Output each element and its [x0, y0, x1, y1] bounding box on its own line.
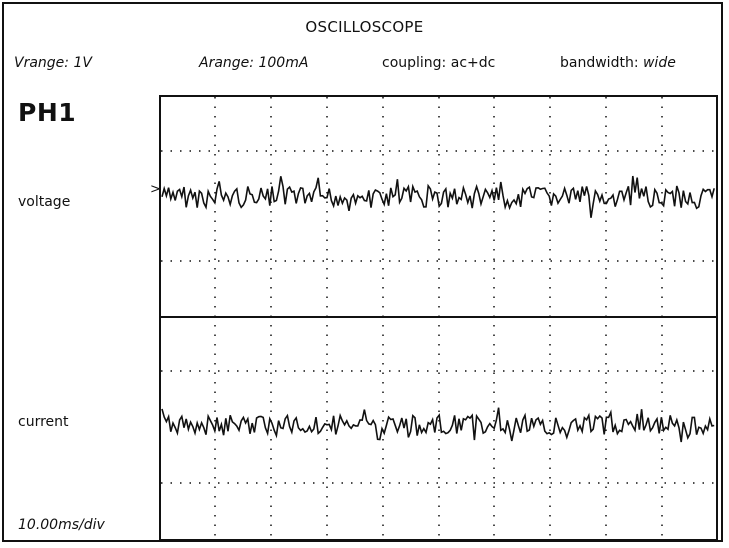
- voltage-zero-marker: >: [150, 182, 161, 197]
- voltage-waveform: [161, 175, 715, 218]
- voltage-trace-label: voltage: [18, 194, 71, 210]
- vrange-status[interactable]: Vrange: 1V: [14, 55, 92, 71]
- bandwidth-value: wide: [642, 55, 676, 71]
- timebase-value: 10.00ms/div: [18, 517, 105, 533]
- oscilloscope-frame: [2, 2, 723, 542]
- scope-display: [159, 95, 718, 541]
- bandwidth-status[interactable]: bandwidth: wide: [560, 55, 676, 71]
- arange-label: Arange:: [199, 55, 255, 71]
- coupling-label: coupling:: [382, 55, 447, 71]
- phase-label[interactable]: PH1: [18, 98, 77, 127]
- current-trace-label: current: [18, 414, 69, 430]
- coupling-value: ac+dc: [450, 55, 496, 71]
- timebase-readout[interactable]: 10.00ms/div: [18, 517, 105, 533]
- vrange-value: 1V: [73, 55, 92, 71]
- coupling-status[interactable]: coupling: ac+dc: [382, 55, 495, 71]
- current-waveform: [161, 407, 715, 443]
- arange-value: 100mA: [258, 55, 309, 71]
- screen-title: OSCILLOSCOPE: [305, 18, 424, 36]
- bandwidth-label: bandwidth:: [560, 55, 639, 71]
- arange-status[interactable]: Arange: 100mA: [199, 55, 308, 71]
- vrange-label: Vrange:: [14, 55, 70, 71]
